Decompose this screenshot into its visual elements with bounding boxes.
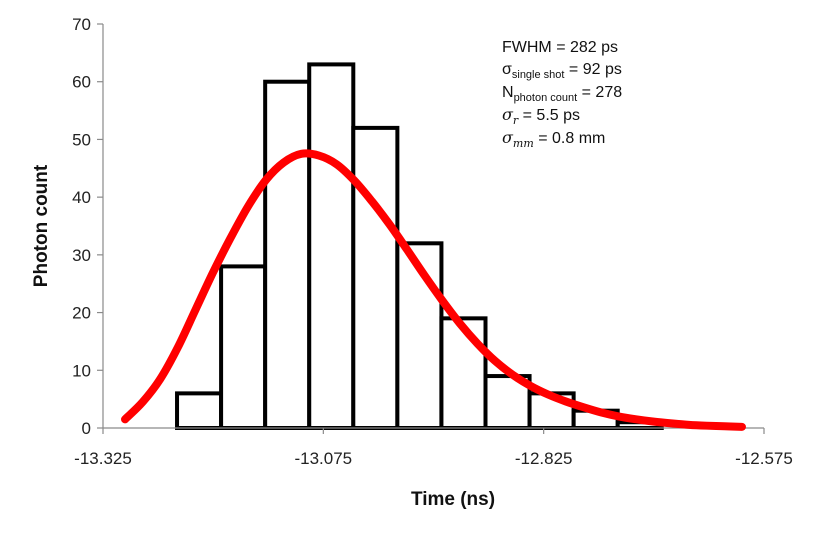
fwhm-label: FWHM = 282 ps <box>502 39 618 56</box>
histogram-bar-4 <box>307 62 356 431</box>
axes <box>102 24 764 429</box>
x-axis-title: Time (ns) <box>411 489 495 510</box>
x-tick-label: -13.325 <box>74 449 132 468</box>
y-tick-label: 10 <box>72 361 91 380</box>
sigma-r-label: σr = 5.5 ps <box>502 105 580 127</box>
y-tick-label: 50 <box>72 130 91 149</box>
y-tick-label: 60 <box>72 73 91 92</box>
sigma-single-shot-label: σsingle shot = 92 ps <box>502 61 622 81</box>
y-tick-label: 40 <box>72 188 91 207</box>
histogram-bar-2 <box>219 264 268 430</box>
y-tick-label: 30 <box>72 246 91 265</box>
histogram-bar-3 <box>263 79 312 430</box>
histogram-bar-7 <box>439 316 488 431</box>
axis-ticks: 0 10 20 30 40 50 60 70 -13.325 -13.075 -12.825 -12.… <box>72 15 793 468</box>
y-tick-label: 20 <box>72 304 91 323</box>
y-axis-title: Photon count <box>31 164 52 287</box>
n-photon-count-label: Nphoton count = 278 <box>502 84 622 104</box>
histogram-bar-1 <box>175 391 224 430</box>
histogram-bar-5 <box>351 125 400 430</box>
fit-curve <box>121 149 746 431</box>
x-tick-label: -12.825 <box>515 449 573 468</box>
x-tick-label: -12.575 <box>735 449 793 468</box>
y-tick-label: 70 <box>72 15 91 34</box>
x-tick-label: -13.075 <box>294 449 352 468</box>
y-tick-label: 0 <box>82 419 91 438</box>
sigma-mm-label: σmm = 0.8 mm <box>502 128 605 150</box>
stats-annotation: FWHM = 282 ps σsingle shot = 92 ps Nphot… <box>502 39 622 150</box>
histogram-bars <box>175 62 664 431</box>
